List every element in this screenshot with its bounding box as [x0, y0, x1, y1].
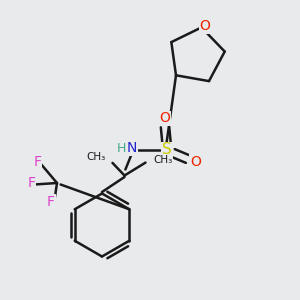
Text: N: N	[127, 142, 137, 155]
Text: CH₃: CH₃	[154, 154, 173, 165]
Text: O: O	[200, 19, 211, 33]
Text: H: H	[117, 142, 126, 155]
Text: O: O	[190, 155, 201, 169]
Text: S: S	[162, 142, 171, 158]
Text: F: F	[34, 155, 41, 169]
Text: CH₃: CH₃	[87, 152, 106, 163]
Text: F: F	[28, 176, 35, 190]
Text: F: F	[47, 195, 55, 209]
Text: O: O	[160, 112, 170, 125]
